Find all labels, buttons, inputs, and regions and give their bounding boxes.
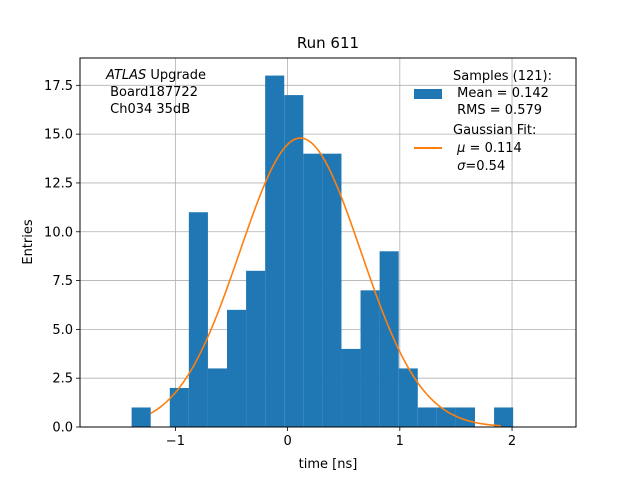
x-tick-label: −1 (166, 434, 185, 449)
x-tick-label: 2 (508, 434, 516, 449)
histogram-bar (494, 407, 514, 427)
legend-samples-title: Samples (121): (453, 69, 552, 84)
y-tick-label: 12.5 (44, 176, 73, 191)
histogram-bars (131, 75, 514, 428)
y-tick-label: 15.0 (44, 128, 73, 143)
y-tick-label: 2.5 (52, 372, 73, 387)
histogram-bar (246, 270, 266, 427)
histogram-bar (284, 95, 304, 427)
annotation-line-2: Board187722 (106, 85, 198, 100)
legend: Samples (121): Mean = 0.142 RMS = 0.579 … (414, 69, 552, 174)
legend-fit-sigma: σ=0.54 (453, 159, 505, 174)
axis-ticks: −1 0 1 2 0.0 2.5 5.0 7.5 10.0 12.5 15.0 17.5 (44, 79, 516, 449)
atlas-annotation: ATLAS Upgrade Board187722 Ch034 35dB (105, 68, 206, 117)
plot-frame (79, 57, 577, 428)
histogram-bar (379, 251, 399, 427)
annotation-line-1: ATLAS Upgrade (105, 68, 206, 83)
histogram-bar (303, 153, 323, 427)
annotation-line-3: Ch034 35dB (106, 102, 190, 117)
histogram-bar (341, 348, 361, 427)
x-axis-label: time [ns] (299, 457, 358, 472)
legend-mu-value: = 0.114 (465, 141, 521, 156)
y-tick-label: 17.5 (44, 79, 73, 94)
x-tick-label: 1 (396, 434, 404, 449)
histogram-bar (360, 290, 380, 427)
histogram-bar (322, 153, 342, 427)
y-axis-label: Entries (21, 219, 36, 265)
histogram-bar (169, 387, 189, 427)
legend-samples-mean: Mean = 0.142 (453, 86, 549, 101)
fit-curve (150, 137, 501, 427)
chart-title: Run 611 (297, 34, 359, 52)
legend-samples-rms: RMS = 0.579 (453, 103, 542, 118)
legend-fit-mu: μ = 0.114 (453, 141, 522, 156)
histogram-bar (207, 368, 228, 427)
y-tick-label: 10.0 (44, 225, 73, 240)
gaussian-fit (150, 137, 501, 427)
histogram-bar (188, 212, 208, 427)
histogram-bar (265, 75, 285, 428)
histogram-bar (436, 407, 456, 427)
annotation-upgrade: Upgrade (146, 68, 206, 83)
legend-sigma-value: =0.54 (465, 159, 505, 174)
x-tick-label: 0 (283, 434, 291, 449)
histogram-bar (398, 368, 418, 427)
legend-fit-title: Gaussian Fit: (453, 123, 536, 138)
y-tick-label: 7.5 (52, 274, 73, 289)
legend-sigma-symbol: σ (457, 159, 466, 174)
legend-bar-swatch (414, 89, 442, 99)
legend-mu-symbol: μ (456, 141, 465, 156)
annotation-atlas: ATLAS (105, 68, 146, 83)
y-tick-label: 5.0 (52, 323, 73, 338)
histogram-bar (227, 309, 247, 427)
histogram-bar (417, 407, 437, 427)
y-tick-label: 0.0 (52, 421, 73, 436)
histogram-bar (131, 407, 151, 427)
